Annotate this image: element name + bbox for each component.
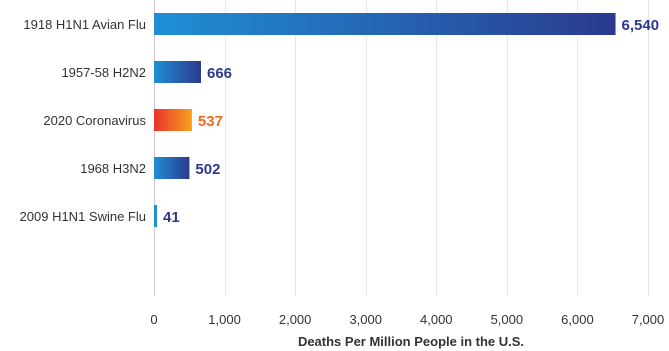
bar bbox=[154, 109, 192, 131]
bar bbox=[154, 205, 157, 227]
category-label: 1968 H3N2 bbox=[80, 161, 146, 176]
x-tick-label: 0 bbox=[150, 312, 157, 327]
x-tick-label: 7,000 bbox=[632, 312, 665, 327]
x-axis-title: Deaths Per Million People in the U.S. bbox=[298, 334, 524, 349]
x-tick-label: 1,000 bbox=[208, 312, 241, 327]
x-tick-label: 6,000 bbox=[561, 312, 594, 327]
bar bbox=[154, 157, 190, 179]
x-tick-label: 4,000 bbox=[420, 312, 453, 327]
category-label: 1918 H1N1 Avian Flu bbox=[23, 17, 146, 32]
bars bbox=[154, 13, 616, 227]
category-label: 2020 Coronavirus bbox=[43, 113, 146, 128]
x-tick-label: 3,000 bbox=[349, 312, 382, 327]
category-label: 2009 H1N1 Swine Flu bbox=[20, 209, 146, 224]
x-tick-label: 5,000 bbox=[491, 312, 524, 327]
value-label: 41 bbox=[163, 209, 180, 226]
grid-lines bbox=[154, 0, 649, 296]
value-label: 537 bbox=[198, 113, 223, 130]
x-tick-label: 2,000 bbox=[279, 312, 312, 327]
bar bbox=[154, 13, 616, 35]
value-label: 666 bbox=[207, 65, 232, 82]
category-labels: 1918 H1N1 Avian Flu 1957-58 H2N2 2020 Coro… bbox=[20, 17, 147, 224]
bar bbox=[154, 61, 202, 83]
category-label: 1957-58 H2N2 bbox=[61, 65, 146, 80]
value-label: 502 bbox=[195, 161, 220, 178]
value-label: 6,540 bbox=[622, 17, 660, 34]
value-labels: 6,540 666 537 502 41 bbox=[163, 17, 659, 226]
x-tick-labels: 0 1,000 2,000 3,000 4,000 5,000 6,000 7,000 bbox=[150, 312, 664, 327]
